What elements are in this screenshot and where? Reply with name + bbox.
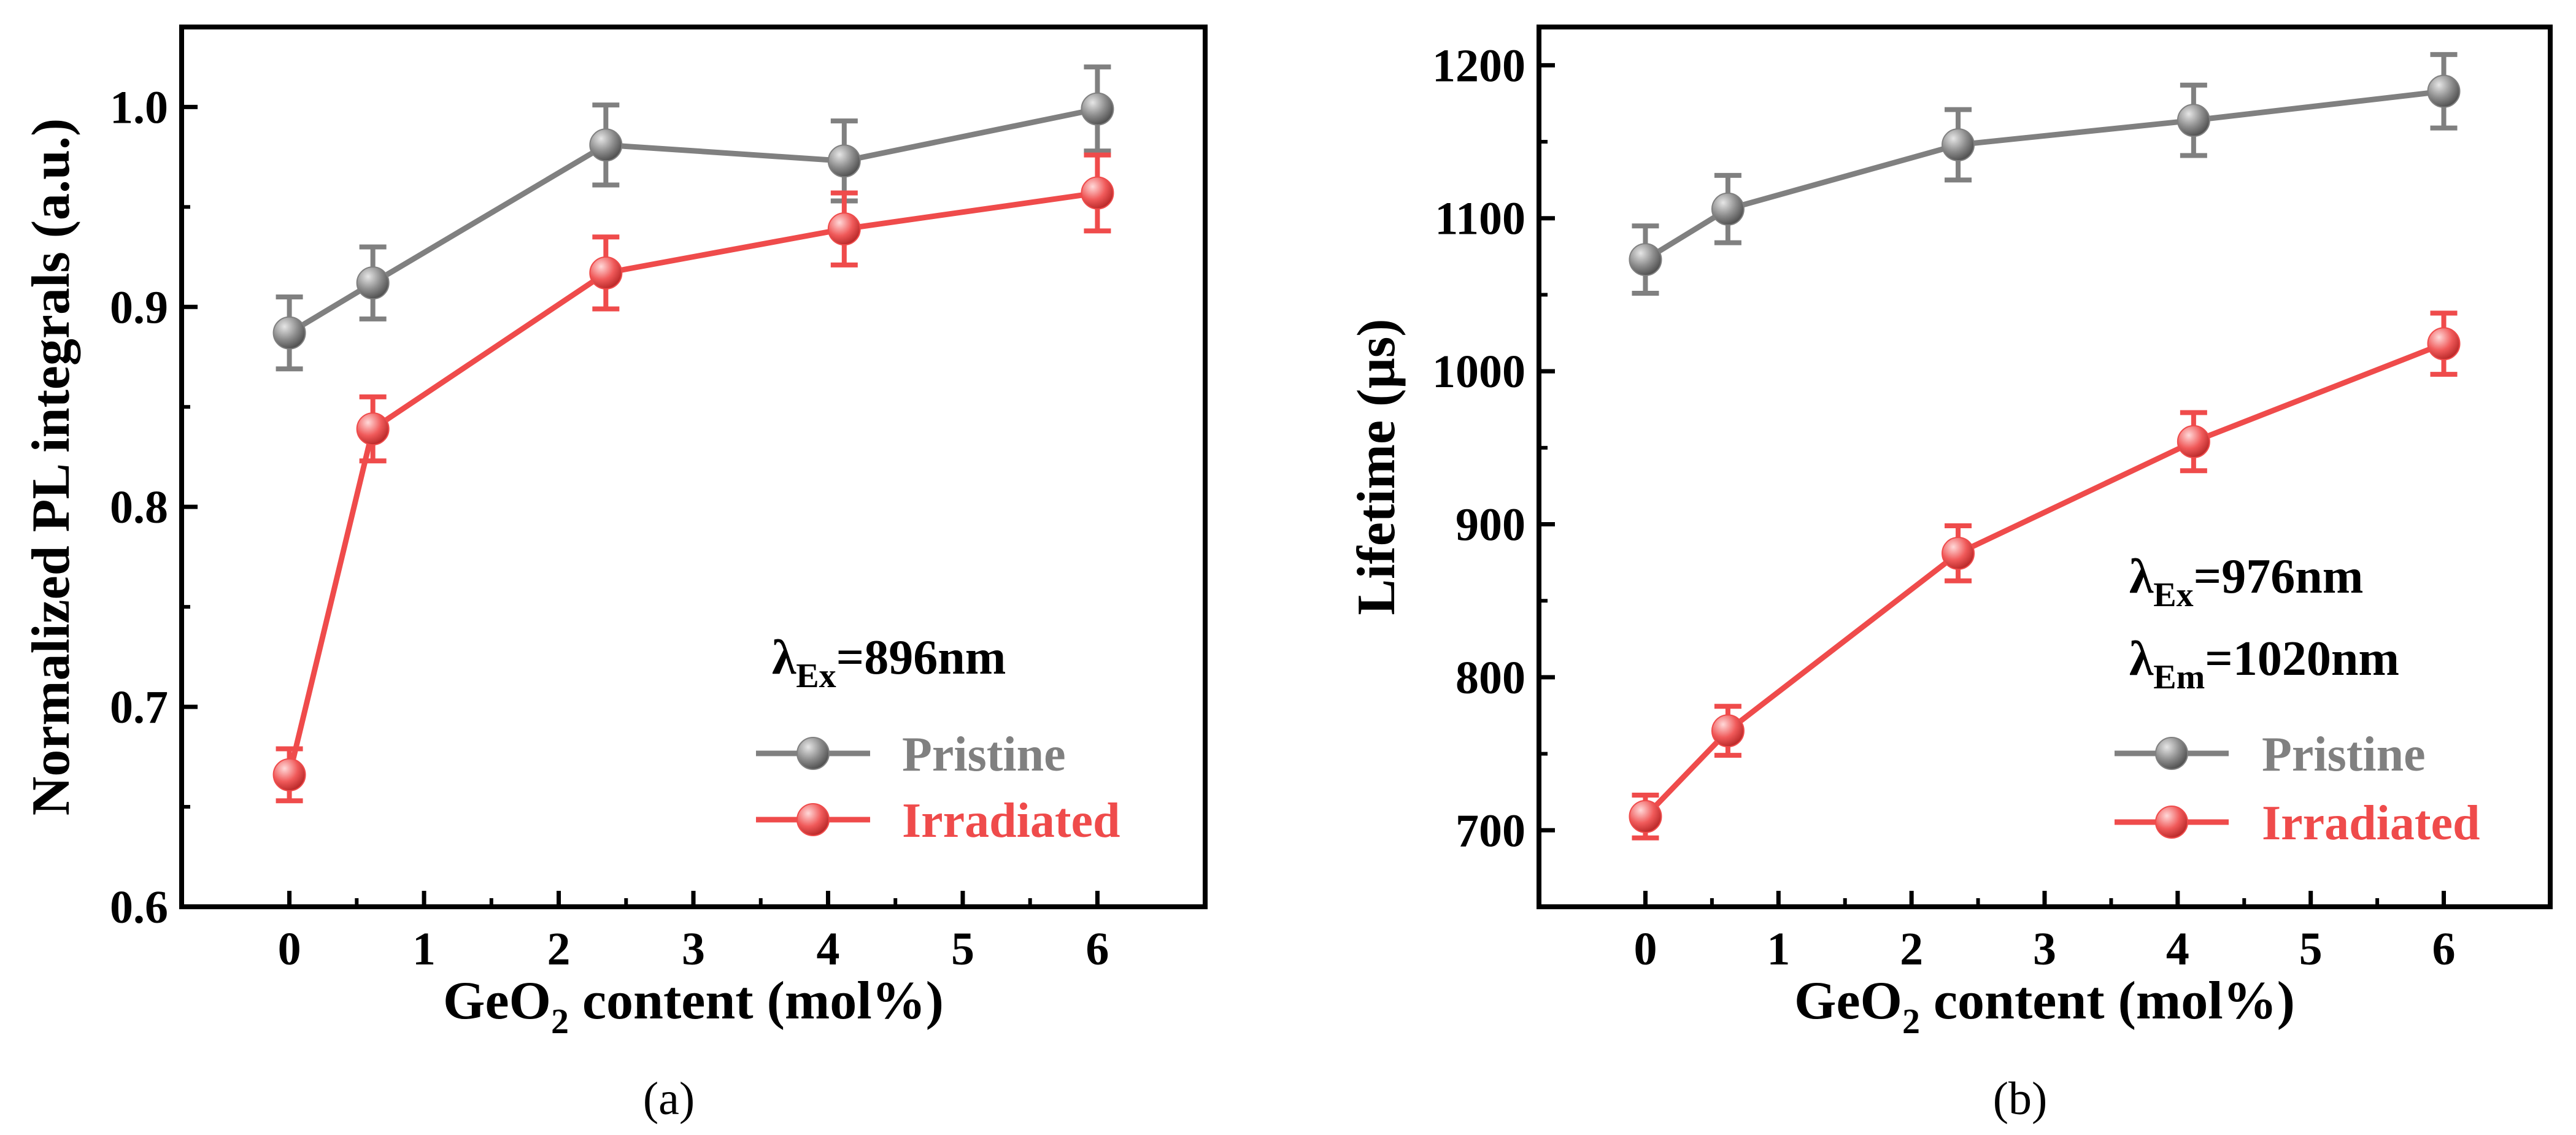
data-point-pristine xyxy=(1942,128,1975,162)
data-point-pristine xyxy=(1081,92,1114,126)
x-axis-title-part: GeO xyxy=(1794,971,1902,1031)
y-tick-label: 0.9 xyxy=(110,282,168,333)
x-tick-label: 4 xyxy=(816,923,839,975)
series-line-pristine xyxy=(288,106,1098,336)
y-axis-title: Normalized PL integrals (a.u.) xyxy=(21,118,81,816)
x-tick-label: 3 xyxy=(682,923,705,975)
y-tick-label: 1.0 xyxy=(110,82,168,133)
data-point-irradiated xyxy=(827,212,861,246)
data-point-irradiated xyxy=(1711,714,1745,748)
data-point-irradiated xyxy=(1081,176,1114,210)
legend-label-irradiated: Irradiated xyxy=(902,794,1120,848)
y-tick-label: 700 xyxy=(1456,805,1525,856)
x-axis-title-subscript: 2 xyxy=(1902,1001,1920,1041)
x-tick-label: 3 xyxy=(2033,923,2056,975)
y-tick-label: 1000 xyxy=(1432,346,1525,398)
legend-marker-pristine xyxy=(2155,737,2188,770)
x-tick-label: 4 xyxy=(2166,923,2189,975)
x-axis-title: GeO2 content (mol%) xyxy=(443,971,944,1041)
panel-label: (b) xyxy=(1993,1073,2048,1125)
x-tick-label: 2 xyxy=(1900,923,1923,975)
annotation-value: =896nm xyxy=(836,631,1006,685)
legend-label-pristine: Pristine xyxy=(2262,728,2426,782)
data-point-irradiated xyxy=(1942,536,1975,570)
x-tick-label: 6 xyxy=(1086,923,1109,975)
panel-label: (a) xyxy=(643,1073,695,1125)
data-point-irradiated xyxy=(589,256,623,290)
x-tick-label: 6 xyxy=(2432,923,2456,975)
x-tick-label: 5 xyxy=(2299,923,2323,975)
legend-label-irradiated: Irradiated xyxy=(2262,796,2480,850)
y-tick-label: 0.6 xyxy=(110,882,168,933)
series-line-irradiated xyxy=(287,190,1098,775)
y-tick-label: 0.8 xyxy=(110,482,168,533)
x-tick-label: 0 xyxy=(1633,923,1657,975)
wavelength-annotation: λEm=1020nm xyxy=(2129,632,2399,696)
annotation-subscript: Em xyxy=(2153,658,2205,696)
legend-marker-irradiated xyxy=(2155,806,2188,839)
legend-marker-pristine xyxy=(796,737,830,770)
annotation-value: =1020nm xyxy=(2205,632,2399,686)
panel-b: 0 1 2 3 4 5 6 700 800 900 1000 1100 1200 Lifetime (µs… xyxy=(1347,25,2553,1125)
x-axis-title: GeO2 content (mol%) xyxy=(1794,971,2295,1041)
annotation-subscript: Ex xyxy=(2153,576,2193,614)
x-tick-label: 5 xyxy=(951,923,974,975)
data-point-irradiated xyxy=(2427,327,2461,361)
wavelength-annotation: λEx=976nm xyxy=(2129,550,2363,614)
data-point-irradiated xyxy=(1629,799,1662,833)
x-tick-label: 0 xyxy=(278,923,301,975)
data-point-irradiated xyxy=(356,412,390,446)
annotation-value: =976nm xyxy=(2194,550,2364,604)
data-point-pristine xyxy=(356,266,390,300)
x-tick-label: 1 xyxy=(1767,923,1790,975)
x-tick-label: 1 xyxy=(412,923,436,975)
data-point-pristine xyxy=(2427,74,2461,108)
annotation-lambda: λ xyxy=(2129,632,2154,686)
panel-a: 0 1 2 3 4 5 6 0.6 0.7 0.8 0.9 1.0 Normalized PL inte… xyxy=(21,25,1208,1125)
x-axis-title-subscript: 2 xyxy=(551,1001,569,1041)
legend-label-pristine: Pristine xyxy=(902,728,1066,782)
data-point-pristine xyxy=(2177,104,2210,137)
wavelength-annotation: λEx=896nm xyxy=(772,631,1006,695)
y-tick-label: 1200 xyxy=(1432,40,1525,91)
x-axis-title-part: GeO xyxy=(443,971,551,1031)
data-point-pristine xyxy=(1711,192,1745,226)
annotation-lambda: λ xyxy=(772,631,796,685)
legend-marker-irradiated xyxy=(796,803,830,836)
y-tick-label: 800 xyxy=(1456,652,1525,704)
annotation-lambda: λ xyxy=(2129,550,2154,604)
data-point-pristine xyxy=(827,144,861,178)
y-tick-label: 0.7 xyxy=(110,682,168,733)
data-point-irradiated xyxy=(2177,425,2210,458)
series-line-pristine xyxy=(1644,88,2445,262)
data-point-pristine xyxy=(1629,243,1662,277)
data-point-pristine xyxy=(589,128,623,162)
x-axis-title-part: content (mol%) xyxy=(569,971,944,1031)
x-tick-label: 2 xyxy=(547,923,571,975)
annotation-subscript: Ex xyxy=(796,657,836,695)
y-tick-label: 1100 xyxy=(1435,193,1525,245)
y-axis-title: Lifetime (µs) xyxy=(1347,318,1406,615)
x-axis-title-part: content (mol%) xyxy=(1920,971,2295,1031)
y-tick-label: 900 xyxy=(1456,499,1525,551)
data-point-irradiated xyxy=(272,758,306,791)
data-point-pristine xyxy=(272,316,306,350)
